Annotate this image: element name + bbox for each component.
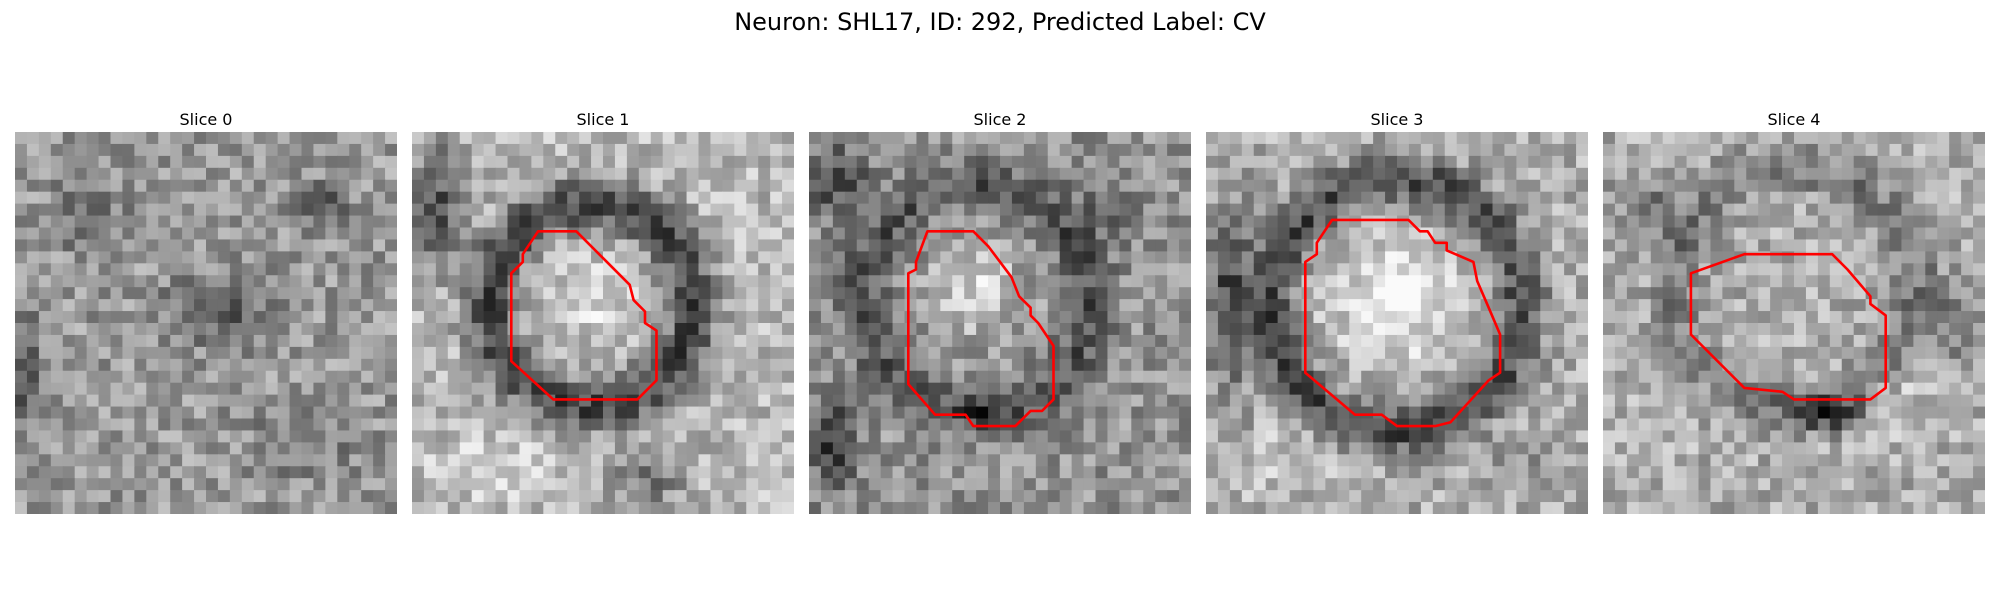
segmentation-contour xyxy=(907,230,1055,428)
slice-panel-2: Slice 2 xyxy=(809,108,1191,514)
slice-image xyxy=(1206,132,1588,514)
slice-image xyxy=(412,132,794,514)
slice-title: Slice 1 xyxy=(576,110,630,129)
slice-title: Slice 4 xyxy=(1767,110,1821,129)
slice-panel-3: Slice 3 xyxy=(1206,108,1588,514)
figure-title: Neuron: SHL17, ID: 292, Predicted Label:… xyxy=(734,8,1266,36)
slice-panel-0: Slice 0 xyxy=(15,108,397,514)
slice-panel-4: Slice 4 xyxy=(1603,108,1985,514)
slice-image xyxy=(1603,132,1985,514)
slice-image xyxy=(809,132,1191,514)
micrograph-pixels xyxy=(15,132,397,514)
micrograph-pixels xyxy=(1603,132,1985,514)
slice-title: Slice 3 xyxy=(1370,110,1424,129)
slice-image xyxy=(15,132,397,514)
segmentation-contour xyxy=(1689,252,1888,401)
micrograph-pixels xyxy=(809,132,1191,514)
micrograph-pixels xyxy=(1206,132,1588,514)
slice-title: Slice 2 xyxy=(973,110,1027,129)
segmentation-contour xyxy=(510,230,658,401)
segmentation-contour xyxy=(1304,218,1502,428)
slice-panel-1: Slice 1 xyxy=(412,108,794,514)
slice-title: Slice 0 xyxy=(179,110,233,129)
micrograph-pixels xyxy=(412,132,794,514)
